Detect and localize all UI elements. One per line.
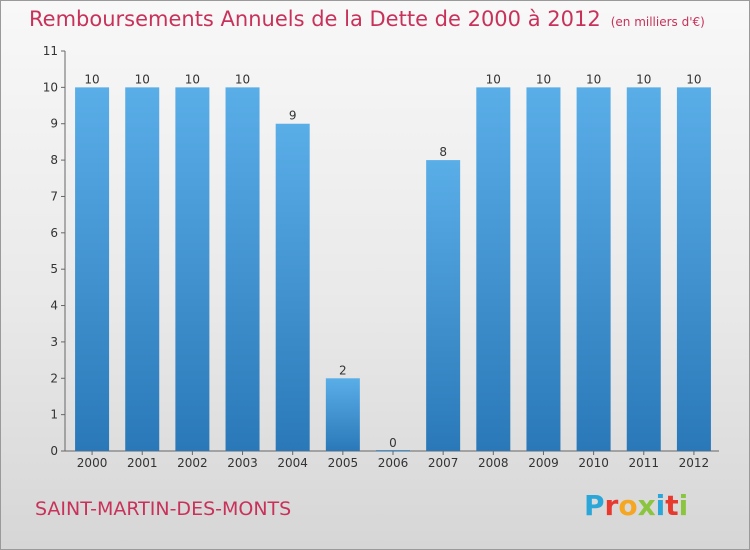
y-tick-label: 7 bbox=[50, 189, 58, 203]
bar bbox=[175, 87, 210, 451]
bar bbox=[476, 87, 511, 451]
chart-unit: (en milliers d'€) bbox=[610, 15, 705, 29]
chart-title-text: Remboursements Annuels de la Dette de 20… bbox=[29, 7, 601, 31]
x-tick-label: 2000 bbox=[77, 456, 108, 470]
y-tick-label: 2 bbox=[50, 371, 58, 385]
x-tick-label: 2005 bbox=[328, 456, 359, 470]
logo-letter: x bbox=[637, 489, 656, 522]
logo-letter: t bbox=[665, 489, 679, 522]
bar-value-label: 10 bbox=[135, 72, 150, 86]
x-tick-label: 2009 bbox=[528, 456, 559, 470]
bar-value-label: 10 bbox=[536, 72, 551, 86]
bar bbox=[125, 87, 160, 451]
bar bbox=[676, 87, 711, 451]
x-tick-label: 2006 bbox=[378, 456, 409, 470]
x-tick-label: 2004 bbox=[277, 456, 308, 470]
chart-title: Remboursements Annuels de la Dette de 20… bbox=[29, 7, 705, 31]
bar-value-label: 10 bbox=[486, 72, 501, 86]
y-tick-label: 11 bbox=[43, 44, 58, 58]
bar bbox=[526, 87, 561, 451]
bar-value-label: 10 bbox=[84, 72, 99, 86]
x-tick-label: 2002 bbox=[177, 456, 208, 470]
bar bbox=[275, 123, 310, 452]
y-tick-label: 9 bbox=[50, 117, 58, 131]
y-tick-label: 0 bbox=[50, 444, 58, 458]
bar-value-label: 10 bbox=[636, 72, 651, 86]
bar-value-label: 0 bbox=[389, 436, 397, 450]
bar-value-label: 10 bbox=[586, 72, 601, 86]
logo-letter: o bbox=[618, 489, 638, 522]
y-tick-label: 8 bbox=[50, 153, 58, 167]
logo-letter: r bbox=[604, 489, 619, 522]
logo-letter: i bbox=[655, 489, 666, 522]
city-name: SAINT-MARTIN-DES-MONTS bbox=[35, 498, 292, 520]
y-tick-label: 6 bbox=[50, 226, 58, 240]
x-tick-label: 2003 bbox=[227, 456, 258, 470]
logo-letter: i bbox=[678, 489, 689, 522]
x-tick-label: 2012 bbox=[679, 456, 710, 470]
bar bbox=[325, 378, 360, 451]
bar bbox=[626, 87, 661, 451]
bar bbox=[225, 87, 260, 451]
bar-value-label: 9 bbox=[289, 109, 297, 123]
x-tick-label: 2007 bbox=[428, 456, 459, 470]
x-tick-label: 2010 bbox=[578, 456, 609, 470]
logo-letter: P bbox=[584, 489, 605, 522]
x-tick-label: 2008 bbox=[478, 456, 509, 470]
bar bbox=[75, 87, 110, 451]
y-tick-label: 4 bbox=[50, 299, 58, 313]
bar-value-label: 10 bbox=[235, 72, 250, 86]
bar bbox=[376, 450, 410, 451]
x-tick-label: 2011 bbox=[628, 456, 659, 470]
bar-value-label: 2 bbox=[339, 363, 347, 377]
chart-bars bbox=[75, 87, 711, 452]
chart-labels: 2000 10 2001 10 2002 10 2003 10 2004 9 2005 2 2006 0 2… bbox=[77, 72, 709, 470]
x-tick-label: 2001 bbox=[127, 456, 158, 470]
bar-value-label: 10 bbox=[686, 72, 701, 86]
bar-value-label: 10 bbox=[185, 72, 200, 86]
y-tick-label: 1 bbox=[50, 408, 58, 422]
bar-value-label: 8 bbox=[439, 145, 447, 159]
bar bbox=[576, 87, 611, 451]
bar bbox=[426, 160, 461, 451]
y-tick-label: 5 bbox=[50, 262, 58, 276]
y-tick-label: 10 bbox=[43, 80, 58, 94]
y-tick-label: 3 bbox=[50, 335, 58, 349]
proxiti-logo: Proxiti bbox=[584, 489, 688, 522]
